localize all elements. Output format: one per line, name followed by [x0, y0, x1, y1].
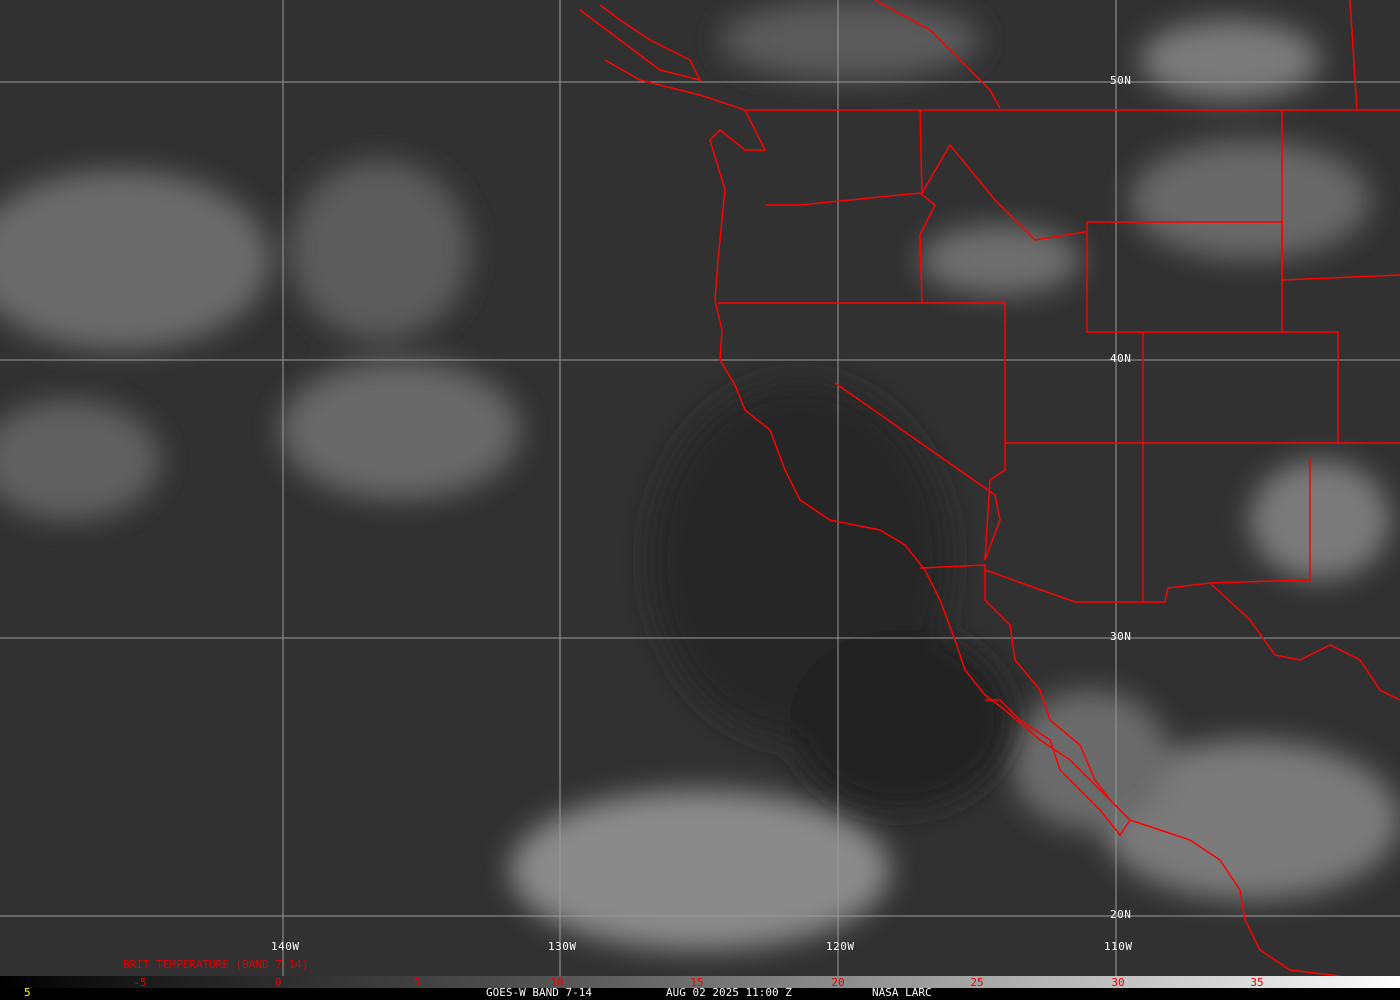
baja-coast	[984, 570, 1131, 837]
colorbar-tick: -5	[133, 976, 147, 989]
colorbar-tick: 25	[970, 976, 984, 989]
border-nm	[1209, 458, 1311, 584]
cloud	[920, 225, 1080, 295]
cloud	[0, 400, 160, 520]
lon-label-140w: 140W	[271, 940, 300, 953]
lat-label-20n: 20N	[1110, 908, 1132, 921]
colorbar-tick: 0	[274, 976, 282, 989]
colorbar	[0, 976, 1400, 988]
cloud	[290, 160, 470, 340]
cloud	[510, 790, 890, 950]
colorbar-tick: 10	[550, 976, 564, 989]
lat-label-30n: 30N	[1110, 630, 1132, 643]
cloud	[1250, 460, 1390, 580]
border-id	[919, 109, 1086, 241]
lon-label-110w: 110W	[1104, 940, 1133, 953]
border-ab-sk	[1349, 0, 1358, 111]
border-wa-or	[765, 192, 936, 304]
border-mt-east	[1281, 110, 1400, 281]
map-canvas	[0, 0, 1400, 976]
border-canada-prov	[874, 0, 1001, 109]
corner-value: 5	[24, 986, 31, 999]
colorbar-tick: 20	[831, 976, 845, 989]
cloud	[0, 170, 270, 350]
lat-label-40n: 40N	[1110, 352, 1132, 365]
colorbar-tick: 5	[413, 976, 421, 989]
cloud	[280, 360, 520, 500]
datetime-label: AUG 02 2025 11:00 Z	[666, 986, 792, 999]
cloud	[1130, 140, 1370, 260]
coastline-west	[604, 59, 1341, 976]
cloud	[720, 0, 980, 80]
border-ca-nv	[834, 382, 1001, 561]
clouds	[0, 0, 1400, 950]
lon-label-130w: 130W	[548, 940, 577, 953]
border-nv-east	[984, 303, 1006, 561]
colorbar-tick: 15	[690, 976, 704, 989]
lon-label-120w: 120W	[826, 940, 855, 953]
source-label: NASA LARC	[872, 986, 932, 999]
vancouver-island	[579, 4, 702, 82]
cloud	[1100, 740, 1400, 900]
graticule	[0, 0, 1400, 976]
colorbar-tick: 35	[1250, 976, 1264, 989]
footer-bar	[0, 988, 1400, 1000]
colorbar-tick: 30	[1111, 976, 1125, 989]
band-label: GOES-W BAND 7-14	[486, 986, 592, 999]
lat-label-50n: 50N	[1110, 74, 1132, 87]
border-us-mexico	[919, 564, 1400, 701]
boundaries	[579, 0, 1400, 976]
colorbar-title: BRIT TEMPERATURE (BAND 7-14)	[123, 958, 309, 971]
cloud	[1140, 20, 1320, 100]
border-co	[1282, 331, 1400, 444]
dark-ocean	[650, 380, 1010, 810]
cloud	[1010, 690, 1170, 830]
